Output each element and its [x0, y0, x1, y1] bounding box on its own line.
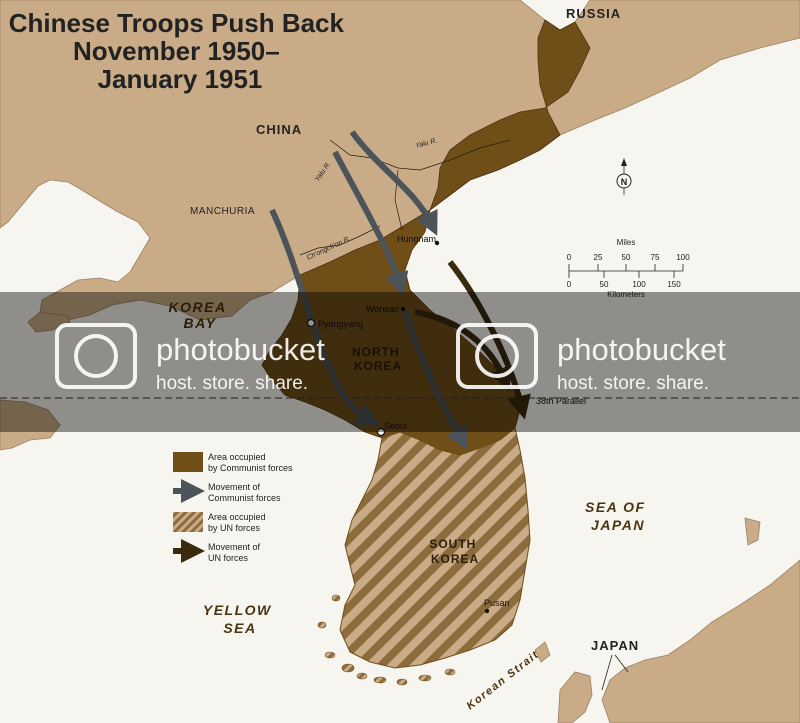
scale-mile-100: 100: [676, 253, 690, 262]
watermark-tagline-right: host. store. share.: [557, 373, 709, 394]
scale-mile-75: 75: [651, 253, 660, 262]
yellow-sea-line-1: YELLOW: [203, 602, 272, 618]
scale-km-150: 150: [667, 280, 681, 289]
legend-swatch-communist-area: [173, 452, 203, 472]
communist-arrow-hungnam: [349, 130, 438, 236]
watermark-overlay: photobucket host. store. share. photobuc…: [0, 292, 800, 432]
legend-text-communist-area: Area occupied by Communist forces: [208, 452, 293, 473]
label-hungnam: Hungnam: [397, 234, 436, 244]
legend-swatch-un-area: [173, 512, 203, 532]
label-pusan: Pusan: [484, 598, 510, 608]
yellow-sea-line-2: SEA: [223, 620, 256, 636]
japan-land: [601, 559, 800, 723]
scale-mile-50: 50: [622, 253, 631, 262]
watermark-logo-left: photobucket host. store. share.: [55, 323, 325, 394]
label-russia: RUSSIA: [566, 6, 621, 21]
city-star-pyongyang: [306, 318, 316, 328]
watermark-logo-right: photobucket host. store. share.: [456, 323, 726, 394]
un-arrow-hungnam: [447, 260, 531, 420]
title-line-3: January 1951: [98, 64, 263, 94]
label-yellow-sea: YELLOW SEA: [203, 602, 277, 636]
legend: Area occupied by Communist forces Moveme…: [173, 452, 293, 563]
label-south-korea: SOUTH KOREA: [429, 537, 480, 566]
map-title: Chinese Troops Push Back November 1950– …: [9, 8, 351, 94]
korea-bay-line-2: BAY: [183, 315, 216, 331]
scale-mile-25: 25: [594, 253, 603, 262]
city-dot-wonsan: [400, 306, 406, 312]
scale-km-50: 50: [600, 280, 609, 289]
un-arrow-wonsan: [414, 309, 512, 392]
label-north-korea: NORTH KOREA: [352, 345, 404, 373]
watermark-camera-icon-right: [456, 323, 538, 389]
legend-text-un-area: Area occupied by UN forces: [208, 512, 268, 533]
communist-movement-arrows: [269, 130, 468, 451]
japan-kyushu: [557, 671, 593, 723]
communist-arrow-wonsan: [332, 150, 409, 297]
watermark-tagline-left: host. store. share.: [156, 373, 308, 394]
sea-of-japan-line-1: SEA OF: [585, 499, 646, 515]
title-line-2: November 1950–: [73, 36, 280, 66]
south-korea-line-2: KOREA: [431, 552, 479, 566]
scale-km-100: 100: [632, 280, 646, 289]
label-wonsan: Wonsan: [366, 304, 399, 314]
scale-mile-0: 0: [567, 253, 572, 262]
city-dot-pusan: [484, 608, 490, 614]
south-korea-area: [339, 427, 531, 669]
mainland-land: [0, 0, 800, 321]
sea-of-japan-line-2: JAPAN: [591, 517, 645, 533]
scale-bar: Miles 0 25 50 75 100 0 50 100 150 Kilome…: [567, 238, 690, 299]
label-japan: JAPAN: [591, 638, 639, 653]
japan-islet: [534, 641, 551, 663]
label-pyongyang: Pyongyang: [318, 319, 363, 329]
title-line-1: Chinese Troops Push Back: [9, 8, 345, 38]
shandong-peninsula: [0, 399, 61, 451]
scale-km-0: 0: [567, 280, 572, 289]
north-korea-line-1: NORTH: [352, 345, 400, 359]
watermark-brand-left: photobucket: [156, 332, 325, 367]
scale-km-label: Kilometers: [607, 290, 645, 299]
scale-miles-label: Miles: [617, 238, 636, 247]
japan-honshu-north: [744, 517, 761, 546]
city-markers: [306, 240, 490, 614]
city-star-seoul: [376, 427, 386, 437]
label-sea-of-japan: SEA OF JAPAN: [585, 499, 651, 533]
city-dot-hungnam: [434, 240, 440, 246]
compass-rose: N: [616, 158, 632, 195]
southern-islands: [317, 594, 456, 686]
un-movement-arrows: [414, 260, 531, 420]
label-china: CHINA: [256, 122, 302, 137]
south-korea-line-1: SOUTH: [429, 537, 476, 551]
korea-bay-line-1: KOREA: [169, 299, 227, 315]
liaodong-peninsula: [27, 311, 71, 333]
label-korea-bay: KOREA BAY: [169, 299, 232, 331]
label-seoul: Seoul: [384, 421, 407, 431]
japan-leader-lines: [601, 654, 629, 691]
watermark-camera-icon-left: [55, 323, 137, 389]
legend-text-communist-move: Movement of Communist forces: [208, 482, 281, 503]
legend-text-un-move: Movement of UN forces: [208, 542, 263, 563]
label-38th-parallel: 38th Parallel: [536, 396, 586, 406]
compass-label: N: [621, 177, 628, 187]
label-manchuria: MANCHURIA: [190, 206, 255, 217]
communist-arrow-seoul: [269, 208, 381, 426]
watermark-brand-right: photobucket: [557, 332, 726, 367]
north-korea-line-2: KOREA: [354, 359, 402, 373]
communist-arrow-east: [402, 309, 468, 451]
